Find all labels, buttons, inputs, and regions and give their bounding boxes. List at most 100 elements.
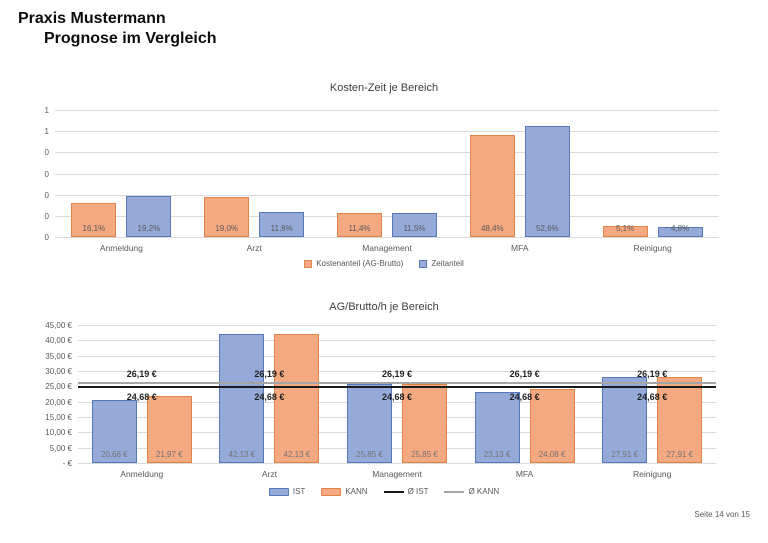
bar-value-label: 5,1% [615, 223, 635, 233]
y-tick-label: 45,00 € [45, 321, 72, 330]
y-tick-label: 0 [44, 148, 49, 158]
gridline [55, 215, 719, 217]
bar-kostenanteil-ag-brutto-: 48,4% [469, 134, 515, 237]
gridline [78, 447, 716, 449]
bar-value-label: 24,08 € [538, 449, 566, 459]
category-label: Arzt [246, 243, 262, 253]
bar-value-label: 11,8% [270, 223, 293, 233]
bar-ist: 23,13 € [474, 392, 520, 463]
legend-item: Ø IST [383, 487, 429, 496]
category-label: MFA [515, 469, 534, 479]
bar-kostenanteil-ag-brutto-: 5,1% [602, 223, 648, 237]
bar-zeitanteil: 11,8% [259, 212, 305, 237]
legend-label: KANN [345, 487, 368, 496]
legend-item: KANN [321, 487, 368, 496]
y-tick-label: 0 [44, 233, 49, 242]
avg-value-label: 26,19 € [637, 368, 668, 379]
bar-value-label: 4,8% [670, 223, 690, 233]
legend-label: Ø KANN [468, 487, 500, 496]
bar-kann: 42,13 € [274, 333, 320, 463]
gridline [78, 432, 716, 434]
bar-value-label: 19,2% [137, 223, 161, 233]
gridline [55, 173, 719, 175]
legend-marker-zeitanteil [419, 259, 428, 268]
y-tick-label: 40,00 € [45, 336, 72, 346]
avg-value-label: 26,19 € [381, 368, 413, 379]
bar-kann: 27,91 € [657, 377, 703, 463]
y-tick-label: 0 [44, 169, 49, 179]
bar-zeitanteil: 19,2% [126, 196, 172, 237]
avg-value-label: 26,19 € [509, 368, 540, 379]
bar-ist: 27,91 € [602, 377, 648, 463]
bar-value-label: 21,97 € [155, 449, 183, 459]
chart2-legend: IST KANN Ø IST Ø KANN [0, 487, 768, 496]
bar-value-label: 11,4% [348, 223, 371, 233]
bar-kostenanteil-ag-brutto-: 16,1% [71, 202, 117, 237]
bar-ist: 20,68 € [91, 399, 137, 463]
gridline [78, 371, 716, 372]
gridline [78, 417, 716, 418]
bar-kostenanteil-ag-brutto-: 11,4% [337, 212, 382, 237]
category-label: MFA [511, 243, 529, 253]
chart2-title: AG/Brutto/h je Bereich [329, 301, 439, 313]
gridline [78, 463, 716, 464]
gridline [78, 340, 716, 342]
category-label: Management [362, 243, 412, 253]
bar-ist: 42,13 € [219, 333, 265, 463]
legend-item: Ø KANN [444, 487, 499, 496]
y-tick-label: 20,00 € [45, 397, 72, 407]
page-subtitle: Prognose im Vergleich [44, 30, 217, 47]
bar-zeitanteil: 11,5% [392, 212, 437, 237]
category-label: Reinigung [633, 243, 672, 253]
y-tick-label: 10,00 € [45, 428, 72, 438]
legend-item: IST [268, 487, 306, 496]
bar-kann: 25,85 € [402, 383, 447, 463]
y-tick-label: 1 [44, 127, 49, 137]
bar-value-label: 27,91 € [611, 449, 639, 459]
bar-value-label: 16,1% [82, 223, 106, 233]
legend-marker-ist [268, 487, 289, 496]
category-label: Reinigung [633, 469, 672, 479]
gridline [55, 194, 719, 196]
bar-kostenanteil-ag-brutto-: 19,0% [204, 196, 250, 237]
bar-value-label: 42,13 € [283, 449, 311, 459]
bar-value-label: 20,68 € [100, 449, 128, 459]
bar-kann: 21,97 € [146, 395, 192, 463]
gridline [78, 401, 716, 403]
avg-value-label: 24,68 € [637, 392, 668, 403]
avg-value-label: 24,68 € [509, 392, 540, 403]
avg-value-label: 24,68 € [254, 392, 285, 403]
bar-value-label: 11,5% [403, 223, 426, 233]
bar-kann: 24,08 € [529, 389, 575, 463]
category-label: Anmeldung [99, 243, 143, 253]
legend-marker--ist [383, 490, 404, 493]
category-label: Arzt [261, 469, 277, 479]
page-title: Praxis Mustermann [18, 10, 166, 27]
gridline [55, 152, 719, 154]
chart1-title: Kosten-Zeit je Bereich [329, 82, 439, 94]
gridline [78, 325, 716, 326]
bar-value-label: 48,4% [480, 223, 504, 233]
legend-label: IST [292, 487, 306, 496]
legend-marker-kostenanteil-ag-brutto- [304, 259, 313, 268]
y-tick-label: - € [62, 459, 72, 468]
legend-marker-kann [321, 487, 342, 496]
y-tick-label: 25,00 € [45, 382, 72, 392]
bar-zeitanteil: 52,6% [524, 125, 570, 237]
legend-label: Ø IST [407, 487, 429, 496]
avg-value-label: 26,19 € [254, 368, 285, 379]
bar-value-label: 25,85 € [356, 449, 383, 459]
page-number: Seite 14 von 15 [694, 510, 750, 519]
bar-ist: 25,85 € [347, 383, 392, 463]
gridline [78, 355, 716, 357]
y-tick-label: 0 [44, 211, 49, 221]
bar-value-label: 23,13 € [483, 449, 511, 459]
chart1-legend: Kostenanteil (AG-Brutto) Zeitanteil [0, 259, 768, 268]
category-label: Anmeldung [120, 469, 164, 479]
chart1-plot-area: 16,1% 19,2% 19,0% 11,8% 11,4% 11,5% 48,4% 52,6%… [55, 110, 719, 238]
bar-value-label: 19,0% [215, 223, 239, 233]
category-label: Management [372, 469, 422, 479]
legend-label: Zeitanteil [431, 259, 464, 268]
bar-value-label: 52,6% [535, 223, 559, 233]
